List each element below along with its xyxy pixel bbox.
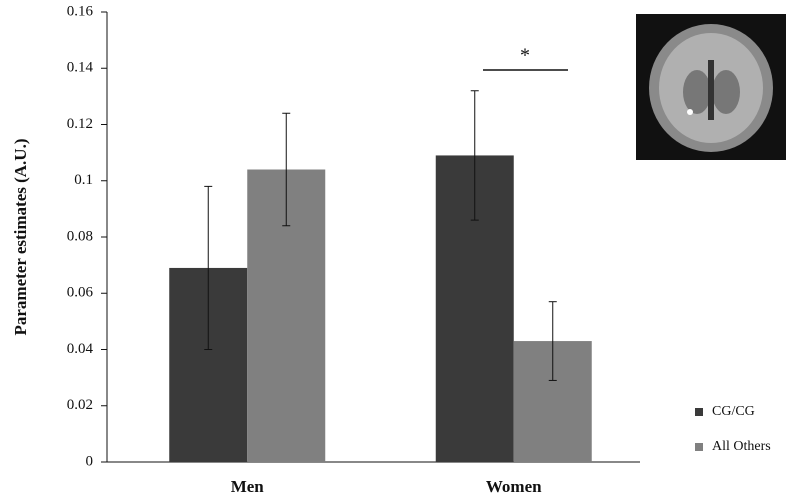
y-tick-label: 0.12 (67, 116, 93, 132)
y-tick-label: 0.02 (67, 397, 93, 413)
legend-swatch (695, 443, 703, 451)
y-tick-label: 0.08 (67, 228, 93, 244)
legend-swatch (695, 408, 703, 416)
legend-label: All Others (712, 439, 771, 454)
y-tick-label: 0.04 (67, 341, 94, 357)
brain-inset (636, 14, 786, 160)
y-tick-label: 0 (86, 453, 94, 469)
y-tick-label: 0.14 (67, 60, 94, 76)
x-tick-label: Women (486, 477, 542, 496)
y-tick-label: 0.16 (67, 3, 94, 19)
y-axis-label: Parameter estimates (A.U.) (11, 139, 30, 336)
y-tick-label: 0.06 (67, 285, 94, 301)
legend-label: CG/CG (712, 404, 755, 419)
y-tick-label: 0.1 (74, 172, 93, 188)
annotation: * (520, 45, 530, 67)
x-tick-label: Men (231, 477, 265, 496)
